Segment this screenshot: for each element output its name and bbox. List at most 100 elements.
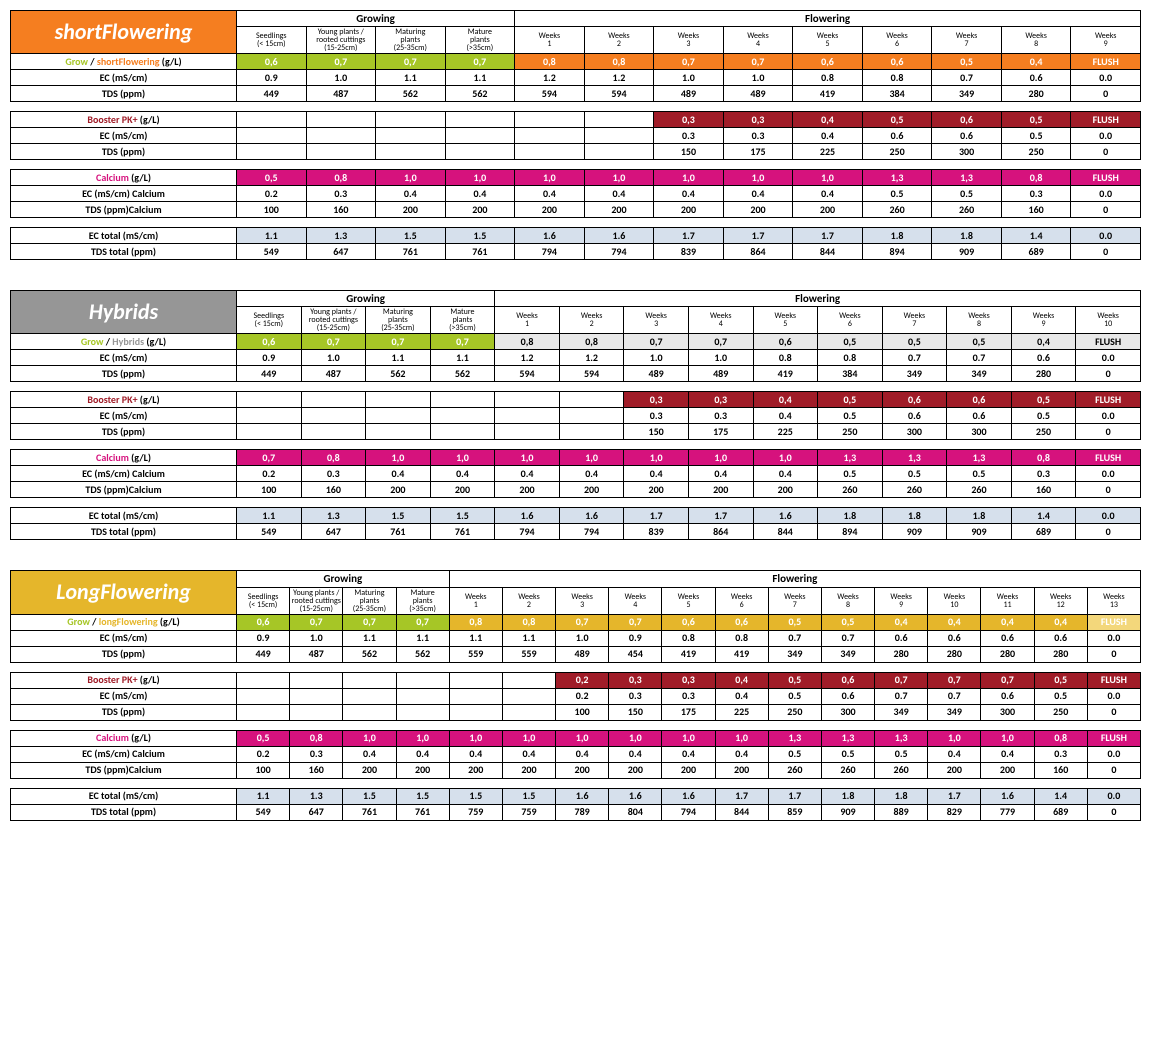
booster-label: Booster PK+ (g/L) [11, 672, 237, 688]
data-cell: 889 [875, 804, 928, 820]
week-header: Weeks1 [495, 307, 560, 334]
data-cell: 0,7 [654, 54, 724, 70]
data-cell: 1.5 [430, 508, 495, 524]
data-cell: 1,0 [556, 730, 609, 746]
data-cell: 0.0 [1087, 746, 1140, 762]
data-cell: 349 [821, 646, 874, 662]
data-cell: 0.4 [688, 466, 753, 482]
booster-tds-label: TDS (ppm) [11, 144, 237, 160]
ec-label: EC (mS/cm) [11, 70, 237, 86]
data-cell: 260 [821, 762, 874, 778]
data-cell [237, 112, 307, 128]
data-cell: 0,4 [981, 614, 1034, 630]
data-cell: 779 [981, 804, 1034, 820]
data-cell: 1.1 [237, 788, 290, 804]
data-cell [343, 688, 396, 704]
week-header: Weeks2 [584, 27, 654, 54]
data-cell: 759 [502, 804, 555, 820]
data-cell: 200 [688, 482, 753, 498]
data-cell: 844 [753, 524, 818, 540]
data-cell: 0,5 [1001, 112, 1071, 128]
data-cell: 1.3 [301, 508, 366, 524]
data-cell: 280 [1034, 646, 1087, 662]
data-cell: 1,0 [928, 730, 981, 746]
data-cell [445, 112, 515, 128]
data-cell: 419 [753, 366, 818, 382]
data-cell: 909 [932, 244, 1002, 260]
data-cell: 844 [715, 804, 768, 820]
data-cell: 280 [875, 646, 928, 662]
data-cell: 200 [495, 482, 560, 498]
data-cell: 1.3 [306, 228, 376, 244]
data-cell: 1.2 [495, 350, 560, 366]
week-header: Weeks4 [723, 27, 793, 54]
data-cell: 1,0 [396, 730, 449, 746]
data-cell: 175 [723, 144, 793, 160]
data-cell: 1,0 [624, 450, 689, 466]
data-cell: 0,5 [768, 672, 821, 688]
data-cell: 1.6 [584, 228, 654, 244]
data-cell [559, 424, 624, 440]
data-cell: 1.0 [556, 630, 609, 646]
data-cell [376, 128, 446, 144]
data-cell: 1.4 [1001, 228, 1071, 244]
ec-total-label: EC total (mS/cm) [11, 788, 237, 804]
data-cell: 0,7 [396, 614, 449, 630]
data-cell: FLUSH [1071, 112, 1141, 128]
data-cell: 789 [556, 804, 609, 820]
data-cell: 1,3 [932, 170, 1002, 186]
data-cell: 449 [237, 646, 290, 662]
data-cell: 1.1 [449, 630, 502, 646]
data-cell: 0.5 [875, 746, 928, 762]
data-cell: 1,3 [882, 450, 947, 466]
data-cell: 549 [237, 244, 307, 260]
data-cell: 0.0 [1071, 70, 1141, 86]
data-cell: 689 [1034, 804, 1087, 820]
data-cell: 1.2 [584, 70, 654, 86]
data-cell: 559 [449, 646, 502, 662]
data-cell: 0,8 [495, 334, 560, 350]
data-cell: 384 [818, 366, 883, 382]
week-header: Weeks3 [624, 307, 689, 334]
data-cell: 0.5 [818, 408, 883, 424]
feeding-chart-longflowering: LongFloweringGrowingFloweringSeedlings(<… [10, 570, 1141, 820]
data-cell: 0.5 [768, 688, 821, 704]
data-cell: 0.4 [753, 408, 818, 424]
data-cell: 0.6 [821, 688, 874, 704]
data-cell [343, 704, 396, 720]
tds-label: TDS (ppm) [11, 366, 237, 382]
data-cell: 0.4 [556, 746, 609, 762]
data-cell: 200 [515, 202, 585, 218]
data-cell: 1.5 [502, 788, 555, 804]
week-header: Weeks5 [753, 307, 818, 334]
data-cell: 0.5 [862, 186, 932, 202]
stage-header: Matureplants(>35cm) [396, 587, 449, 614]
data-cell [495, 392, 560, 408]
data-cell: 280 [981, 646, 1034, 662]
grow-label: Grow / longFlowering (g/L) [11, 614, 237, 630]
data-cell: 0,7 [290, 614, 343, 630]
week-header: Weeks2 [502, 587, 555, 614]
data-cell: 761 [366, 524, 431, 540]
feeding-table: LongFloweringGrowingFloweringSeedlings(<… [10, 570, 1141, 820]
data-cell: 0.3 [301, 466, 366, 482]
data-cell: 761 [376, 244, 446, 260]
feeding-table: HybridsGrowingFloweringSeedlings(< 15cm)… [10, 290, 1141, 540]
data-cell: 487 [306, 86, 376, 102]
data-cell: 0.8 [793, 70, 863, 86]
data-cell: 0.4 [723, 186, 793, 202]
data-cell: 349 [875, 704, 928, 720]
data-cell: 300 [947, 424, 1012, 440]
data-cell: 200 [366, 482, 431, 498]
data-cell: 1.5 [445, 228, 515, 244]
data-cell [237, 688, 290, 704]
data-cell: 1.6 [515, 228, 585, 244]
data-cell: 1,0 [715, 730, 768, 746]
data-cell: 0,7 [875, 672, 928, 688]
data-cell [495, 408, 560, 424]
data-cell: 160 [1011, 482, 1076, 498]
week-header: Weeks6 [715, 587, 768, 614]
data-cell: 349 [882, 366, 947, 382]
data-cell: 689 [1001, 244, 1071, 260]
data-cell: 1,3 [862, 170, 932, 186]
